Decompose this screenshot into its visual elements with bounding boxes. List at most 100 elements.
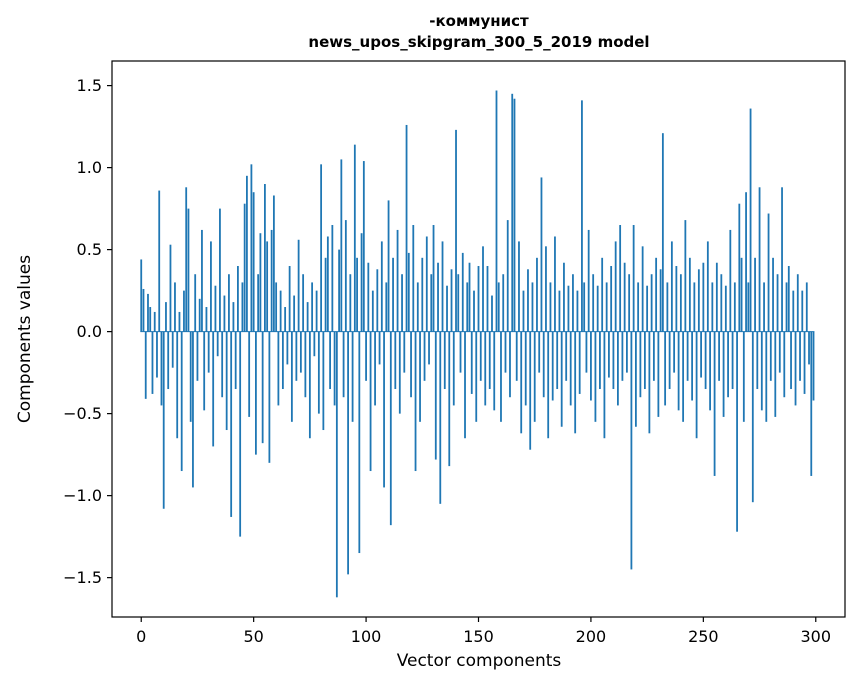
bar [693,282,696,332]
bar [446,285,448,332]
chart-title: -коммунист [429,12,529,30]
bar [551,331,554,401]
bar [540,177,543,332]
x-tick-label: 250 [688,627,719,646]
x-tick-label: 150 [463,627,494,646]
bar [335,331,338,598]
bar [592,274,595,332]
bar [360,233,363,332]
bar [351,331,354,422]
bar [799,331,801,381]
bar [583,282,586,332]
bar [176,331,179,439]
bar [156,331,158,378]
bar [362,161,365,332]
bar [452,331,455,406]
bar [293,295,296,332]
bar [255,331,257,455]
bar [479,331,482,381]
y-tick-label: −1.0 [63,486,102,505]
bar [706,241,709,332]
bar [158,190,161,332]
bar [165,302,167,332]
bar [637,282,640,332]
bar [414,331,417,472]
bar [313,331,316,357]
y-tick-label: 1.5 [77,76,102,95]
bar [745,192,747,332]
bar [419,331,421,422]
bar [778,331,781,373]
bar [661,133,664,332]
bar [628,274,631,332]
bar [340,159,343,332]
bar [515,331,518,381]
bar [331,225,334,332]
bar [428,331,430,365]
y-tick-label: 0.0 [77,322,102,341]
bar [767,213,770,332]
bar [758,187,761,332]
bar [324,257,327,332]
bar [617,331,619,406]
bar [259,233,262,332]
bar [162,331,165,509]
bar [493,331,496,411]
bar [464,331,466,439]
bar [522,290,525,332]
bar [239,331,242,537]
bar [174,282,176,332]
bar [275,282,278,332]
bar [772,257,774,332]
bar [581,100,583,332]
bar [365,331,367,381]
bar [475,331,478,422]
bar [304,331,307,398]
bar [302,274,305,332]
bar [500,331,502,422]
bar [425,236,428,332]
bar [632,225,635,332]
bar [776,274,779,332]
bar [252,192,255,332]
x-tick-label: 200 [576,627,607,646]
bar [574,331,577,434]
x-tick-label: 100 [351,627,382,646]
bar [396,229,399,332]
bar [405,124,408,332]
bar [774,331,777,417]
bar [702,262,705,332]
bar [322,331,325,431]
bar [486,266,489,332]
bar [398,331,401,414]
bar [196,331,199,381]
bar [477,266,480,332]
bar [178,311,181,332]
bar [736,331,738,532]
bar [697,269,700,332]
bar [416,282,419,332]
bar [412,225,415,332]
bar [387,200,390,332]
bar [468,262,471,332]
bar [641,246,644,332]
bar [572,274,574,332]
bar [306,302,309,332]
bar [527,269,529,332]
bar [785,282,788,332]
bar [603,331,606,439]
bar [578,331,581,394]
x-tick-label: 50 [243,627,263,646]
bar [183,290,185,332]
bar [225,331,228,431]
y-tick-label: 1.0 [77,158,102,177]
bar [787,266,790,332]
bar [808,331,810,365]
bar [187,208,190,332]
bar [488,331,491,390]
bar [502,274,505,332]
bar [308,331,311,439]
bar [185,187,188,332]
bar [338,249,340,332]
